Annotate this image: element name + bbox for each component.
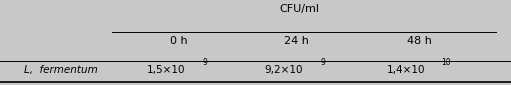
Text: 10: 10 — [441, 58, 450, 67]
Text: 9,2×10: 9,2×10 — [264, 65, 303, 75]
Text: 24 h: 24 h — [284, 36, 309, 46]
Text: 1,4×10: 1,4×10 — [387, 65, 426, 75]
Text: 48 h: 48 h — [407, 36, 431, 46]
Text: 0 h: 0 h — [170, 36, 188, 46]
Text: 9: 9 — [320, 58, 326, 67]
Text: CFU/ml: CFU/ml — [279, 4, 319, 14]
Text: 1,5×10: 1,5×10 — [147, 65, 185, 75]
Text: 9: 9 — [203, 58, 208, 67]
Text: L,  fermentum: L, fermentum — [25, 65, 98, 75]
